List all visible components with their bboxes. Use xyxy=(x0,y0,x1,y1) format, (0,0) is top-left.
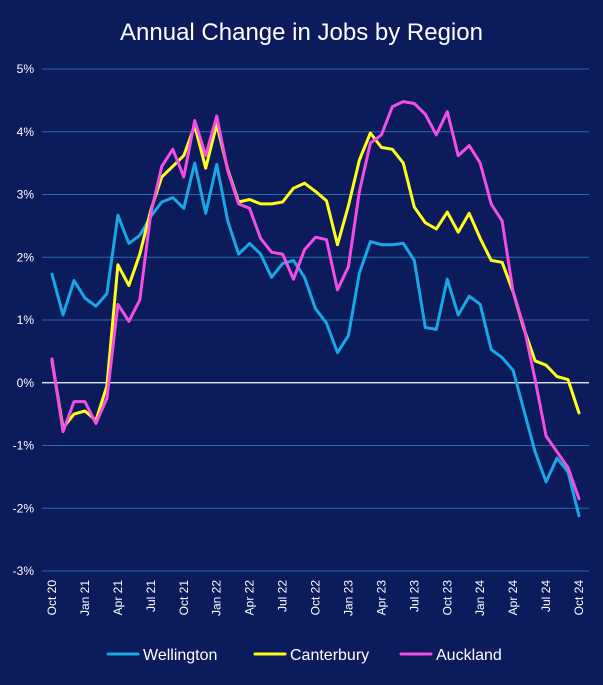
x-tick-label: Jan 22 xyxy=(210,580,224,616)
x-tick-label: Jan 21 xyxy=(78,580,92,616)
legend-label: Canterbury xyxy=(290,647,369,664)
y-tick-label: 3% xyxy=(17,188,35,202)
x-tick-label: Jul 24 xyxy=(539,580,553,612)
x-tick-label: Jul 21 xyxy=(144,580,158,612)
x-tick-label: Jan 23 xyxy=(341,580,355,616)
y-tick-label: 5% xyxy=(17,62,35,76)
series-lines xyxy=(50,100,581,518)
x-tick-label: Jul 23 xyxy=(407,580,421,612)
legend: Wellington Canterbury Auckland xyxy=(106,647,502,664)
series-line-auckland xyxy=(50,100,581,501)
legend-item-canterbury: Canterbury xyxy=(253,647,369,664)
x-tick-label: Oct 24 xyxy=(572,580,586,616)
y-tick-label: -1% xyxy=(13,439,35,453)
x-tick-label: Jan 24 xyxy=(473,580,487,616)
y-axis-tick-labels: 5% 4% 3% 2% 1% 0% -1% -2% -3% xyxy=(13,62,35,578)
chart-title: Annual Change in Jobs by Region xyxy=(120,19,483,46)
x-tick-label: Apr 21 xyxy=(111,580,125,616)
y-tick-label: -3% xyxy=(13,564,35,578)
x-tick-label: Apr 24 xyxy=(506,580,520,616)
x-axis-tick-labels: Oct 20 Jan 21 Apr 21 Jul 21 Oct 21 Jan 22 Apr … xyxy=(45,580,586,616)
x-tick-label: Apr 22 xyxy=(243,580,257,616)
x-tick-label: Apr 23 xyxy=(374,580,388,616)
series-line-wellington xyxy=(50,161,581,518)
legend-label: Wellington xyxy=(143,647,217,664)
grid-lines xyxy=(42,68,589,572)
x-tick-label: Oct 21 xyxy=(177,580,191,616)
legend-item-auckland: Auckland xyxy=(399,647,502,664)
x-tick-label: Jul 22 xyxy=(276,580,290,612)
y-tick-label: -2% xyxy=(13,501,35,515)
y-tick-label: 1% xyxy=(17,313,35,327)
x-tick-label: Oct 23 xyxy=(440,580,454,616)
x-tick-label: Oct 20 xyxy=(45,580,59,616)
legend-item-wellington: Wellington xyxy=(106,647,217,664)
y-tick-label: 0% xyxy=(17,376,35,390)
y-tick-label: 2% xyxy=(17,250,35,264)
x-tick-label: Oct 22 xyxy=(309,580,323,616)
legend-label: Auckland xyxy=(436,647,502,664)
y-tick-label: 4% xyxy=(17,125,35,139)
series-line-canterbury xyxy=(50,122,581,430)
